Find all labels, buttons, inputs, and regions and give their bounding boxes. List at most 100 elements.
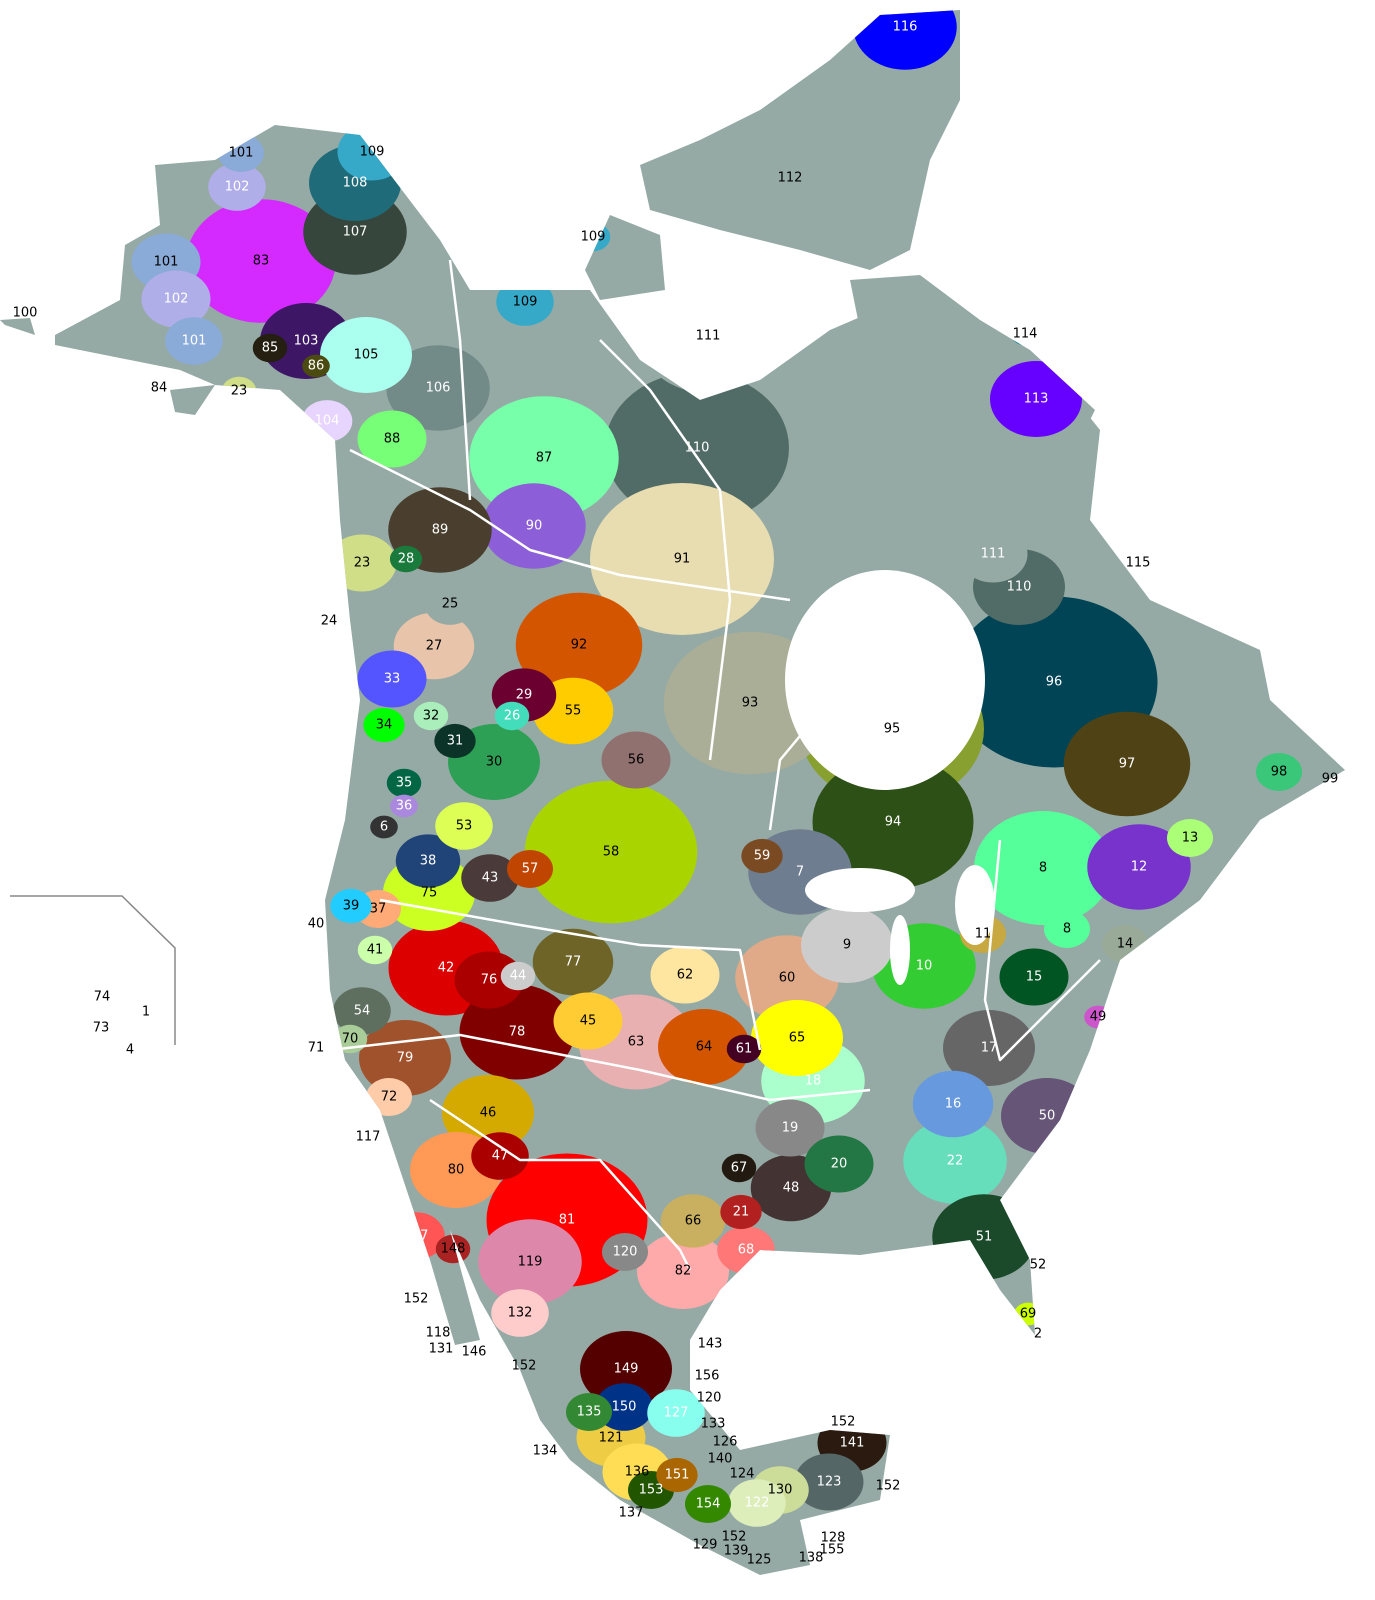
region-label-96: 96	[1046, 675, 1063, 690]
region-label-128: 128	[821, 1531, 846, 1546]
region-110-fill	[605, 372, 789, 524]
region-45-fill	[553, 992, 623, 1050]
region-label-140: 140	[708, 1452, 733, 1467]
region-label-29: 29	[516, 688, 533, 703]
region-label-109: 109	[513, 295, 538, 310]
region-label-49: 49	[1090, 1010, 1107, 1025]
region-101-fill	[165, 317, 223, 365]
region-label-152: 152	[831, 1415, 856, 1430]
region-label-108: 108	[343, 176, 368, 191]
region-label-92: 92	[571, 638, 588, 653]
region-label-30: 30	[486, 755, 503, 770]
region-105-fill	[320, 317, 412, 393]
region-label-124: 124	[730, 1467, 755, 1482]
region-label-146: 146	[462, 1345, 487, 1360]
region-label-147: 147	[404, 1229, 429, 1244]
region-41-fill	[357, 935, 393, 965]
region-label-138: 138	[799, 1551, 824, 1566]
region-label-127: 127	[664, 1406, 689, 1421]
region-label-21: 21	[733, 1205, 750, 1220]
region-33-fill	[357, 650, 427, 708]
region-label-39: 39	[343, 899, 360, 914]
region-label-119: 119	[518, 1255, 543, 1270]
region-label-133: 133	[701, 1417, 726, 1432]
region-label-110: 110	[685, 441, 710, 456]
region-label-91: 91	[674, 552, 691, 567]
region-label-43: 43	[482, 871, 499, 886]
region-149-fill	[580, 1331, 672, 1407]
region-label-100: 100	[13, 306, 38, 321]
region-8-fill	[974, 811, 1112, 925]
region-17-fill	[943, 1010, 1035, 1086]
region-label-136: 136	[625, 1465, 650, 1480]
region-label-154: 154	[696, 1497, 721, 1512]
region-label-67: 67	[731, 1161, 748, 1176]
region-label-53: 53	[456, 819, 473, 834]
region-label-60: 60	[779, 971, 796, 986]
region-label-111: 111	[981, 547, 1006, 562]
region-label-42: 42	[438, 961, 455, 976]
region-label-44: 44	[510, 969, 527, 984]
region-label-106: 106	[426, 381, 451, 396]
region-label-152: 152	[722, 1530, 747, 1545]
region-label-121: 121	[599, 1431, 624, 1446]
region-label-111: 111	[696, 329, 721, 344]
region-label-71: 71	[308, 1041, 325, 1056]
region-label-16: 16	[945, 1097, 962, 1112]
region-label-18: 18	[805, 1074, 822, 1089]
region-label-20: 20	[831, 1157, 848, 1172]
region-label-13: 13	[1182, 831, 1199, 846]
region-label-35: 35	[396, 776, 413, 791]
region-88-fill	[357, 410, 427, 468]
region-label-23: 23	[354, 556, 371, 571]
region-19-fill	[755, 1099, 825, 1157]
lake-superior	[805, 868, 915, 912]
region-label-134: 134	[533, 1444, 558, 1459]
region-label-2: 2	[1034, 1327, 1042, 1342]
region-label-57: 57	[522, 862, 539, 877]
region-label-64: 64	[696, 1040, 713, 1055]
region-64-fill	[658, 1009, 750, 1085]
region-label-137: 137	[619, 1506, 644, 1521]
region-label-74: 74	[94, 990, 111, 1005]
region-53-fill	[435, 802, 493, 850]
region-83-fill	[186, 199, 336, 323]
region-label-56: 56	[628, 753, 645, 768]
region-66-fill	[660, 1194, 726, 1248]
region-151-fill	[656, 1457, 698, 1493]
region-label-27: 27	[426, 639, 443, 654]
region-label-75: 75	[421, 886, 438, 901]
region-label-23: 23	[231, 384, 248, 399]
region-label-9: 9	[843, 938, 851, 953]
region-8-fill	[1044, 910, 1090, 948]
region-label-113: 113	[1024, 392, 1049, 407]
region-90-fill	[482, 483, 586, 569]
region-label-54: 54	[354, 1004, 371, 1019]
region-label-152: 152	[404, 1292, 429, 1307]
lake-huron	[955, 865, 995, 945]
region-116-fill	[853, 10, 957, 70]
region-label-34: 34	[376, 718, 393, 733]
region-132-fill	[491, 1289, 549, 1337]
region-label-65: 65	[789, 1031, 806, 1046]
region-21-fill	[720, 1194, 762, 1230]
region-label-46: 46	[480, 1106, 497, 1121]
region-label-14: 14	[1117, 937, 1134, 952]
region-46-fill	[442, 1075, 534, 1151]
region-20-fill	[804, 1135, 874, 1193]
region-label-59: 59	[754, 849, 771, 864]
region-label-10: 10	[916, 959, 933, 974]
region-58-fill	[524, 780, 698, 924]
political-borders	[329, 259, 1101, 1271]
region-label-94: 94	[885, 815, 902, 830]
region-label-28: 28	[398, 552, 415, 567]
region-label-120: 120	[613, 1245, 638, 1260]
region-28-fill	[389, 545, 423, 573]
region-label-101: 101	[229, 146, 254, 161]
region-label-66: 66	[685, 1214, 702, 1229]
region-label-40: 40	[308, 917, 325, 932]
region-label-129: 129	[693, 1538, 718, 1553]
region-82-fill	[637, 1233, 729, 1309]
region-67-fill	[721, 1153, 757, 1183]
